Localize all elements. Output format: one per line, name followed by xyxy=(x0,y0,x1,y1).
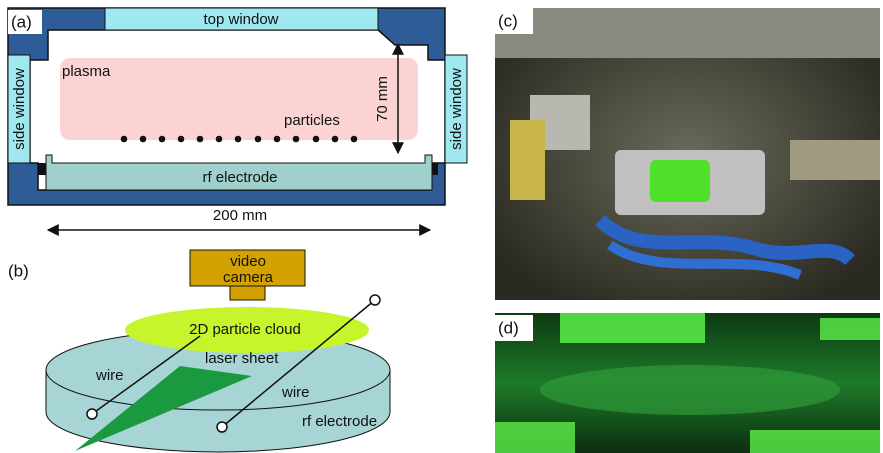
camera-label: video xyxy=(230,253,266,270)
width-label: 200 mm xyxy=(213,207,267,224)
panel-label: (b) xyxy=(8,261,29,280)
electrode-foot xyxy=(38,163,46,175)
rf-electrode xyxy=(45,154,433,191)
side-window xyxy=(444,54,468,164)
side-window xyxy=(7,54,31,164)
electrode-label: rf electrode xyxy=(302,413,377,430)
wire xyxy=(221,299,376,428)
wire-end xyxy=(216,421,228,433)
panel-label: (a) xyxy=(11,12,32,31)
photo-part xyxy=(510,120,545,200)
particles xyxy=(120,135,358,143)
camera xyxy=(189,249,306,287)
photo-cloud xyxy=(540,365,840,415)
photo-glow xyxy=(495,422,575,453)
wire xyxy=(91,335,201,415)
panel-a: top window side window side window plasm… xyxy=(7,7,468,236)
wire-label: wire xyxy=(95,367,124,384)
height-label: 70 mm xyxy=(374,76,391,122)
camera-label: camera xyxy=(223,269,274,286)
panel-label: (d) xyxy=(498,318,519,337)
photo-part xyxy=(790,140,880,180)
wire-end xyxy=(86,408,98,420)
electrode-foot xyxy=(430,163,438,175)
photo-cables xyxy=(607,240,802,280)
label-box xyxy=(495,315,533,341)
laser-label: laser sheet xyxy=(205,350,279,367)
top-window-label: top window xyxy=(203,11,278,28)
panel-c: (c) xyxy=(495,8,880,300)
wire-label: wire xyxy=(281,384,310,401)
top-window xyxy=(104,7,379,31)
photo-ceiling xyxy=(495,8,880,58)
photo-glow xyxy=(560,313,705,343)
photo-window xyxy=(650,160,710,202)
wire-end xyxy=(369,294,381,306)
photo-glow xyxy=(750,430,880,453)
label-box xyxy=(495,8,533,34)
photo-glow xyxy=(820,318,880,340)
camera-lens xyxy=(229,285,266,301)
plasma xyxy=(60,58,418,140)
particles-label: particles xyxy=(284,112,340,129)
panel-label: (c) xyxy=(498,11,518,30)
panel-b: (b) video camera 2D particle cloud wire … xyxy=(8,249,391,453)
label-box xyxy=(8,10,42,34)
panel-d: (d) xyxy=(495,313,880,453)
particle-cloud xyxy=(125,307,369,353)
plasma-label: plasma xyxy=(62,63,111,80)
photo-cables xyxy=(595,214,855,266)
laser-sheet xyxy=(75,366,252,451)
cloud-label: 2D particle cloud xyxy=(189,321,301,338)
electrode-label: rf electrode xyxy=(202,169,277,186)
side-window-label: side window xyxy=(11,68,28,150)
side-window-label: side window xyxy=(448,68,465,150)
